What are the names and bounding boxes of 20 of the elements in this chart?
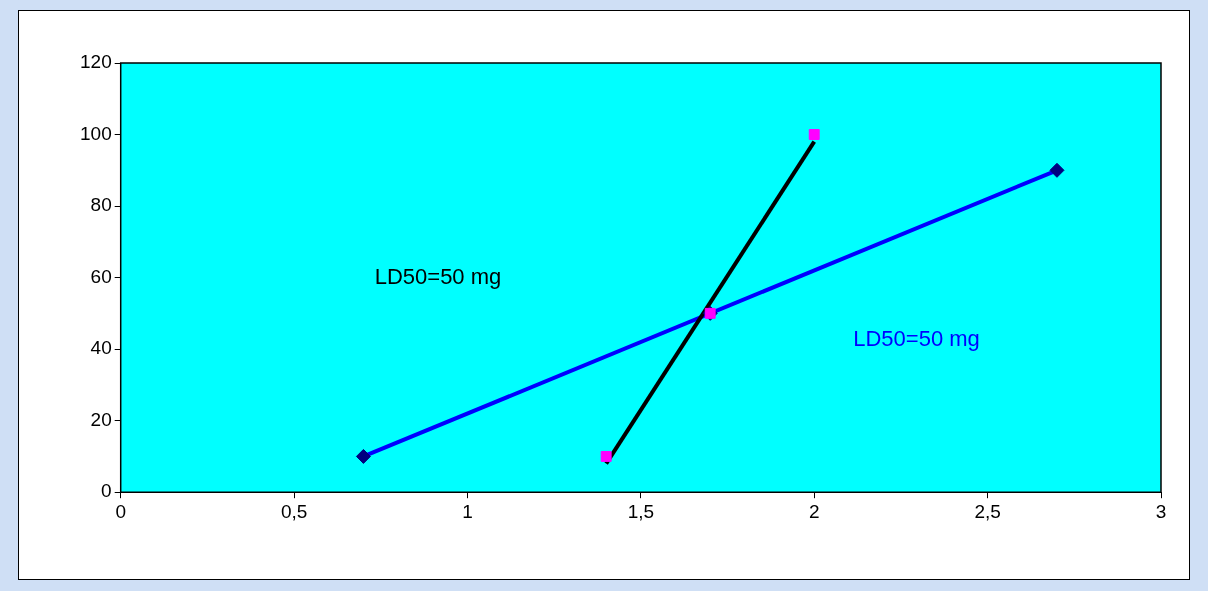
x-tick-label: 1 xyxy=(462,500,473,522)
x-tick-label: 0,5 xyxy=(280,500,308,522)
y-tick-label: 80 xyxy=(90,194,112,216)
y-tick-label: 120 xyxy=(80,51,112,73)
y-tick-label: 60 xyxy=(90,265,112,287)
x-tick-label: 1,5 xyxy=(627,500,655,522)
x-tick-label: 2,5 xyxy=(974,500,1001,522)
x-tick-label: 3 xyxy=(1155,500,1167,522)
point xyxy=(600,450,612,462)
annotation: LD50=50 mg xyxy=(853,325,980,351)
point xyxy=(355,448,371,464)
x-tick-label: 0 xyxy=(115,500,126,522)
x-tick-label: 2 xyxy=(808,500,820,522)
y-tick-label: 100 xyxy=(80,122,112,144)
point xyxy=(1049,162,1065,178)
y-tick-label: 20 xyxy=(90,408,112,430)
y-tick-label: 40 xyxy=(90,337,112,359)
y-tick-label: 0 xyxy=(101,480,112,502)
point xyxy=(808,129,820,140)
annotation: LD50=50 mg xyxy=(374,263,502,289)
